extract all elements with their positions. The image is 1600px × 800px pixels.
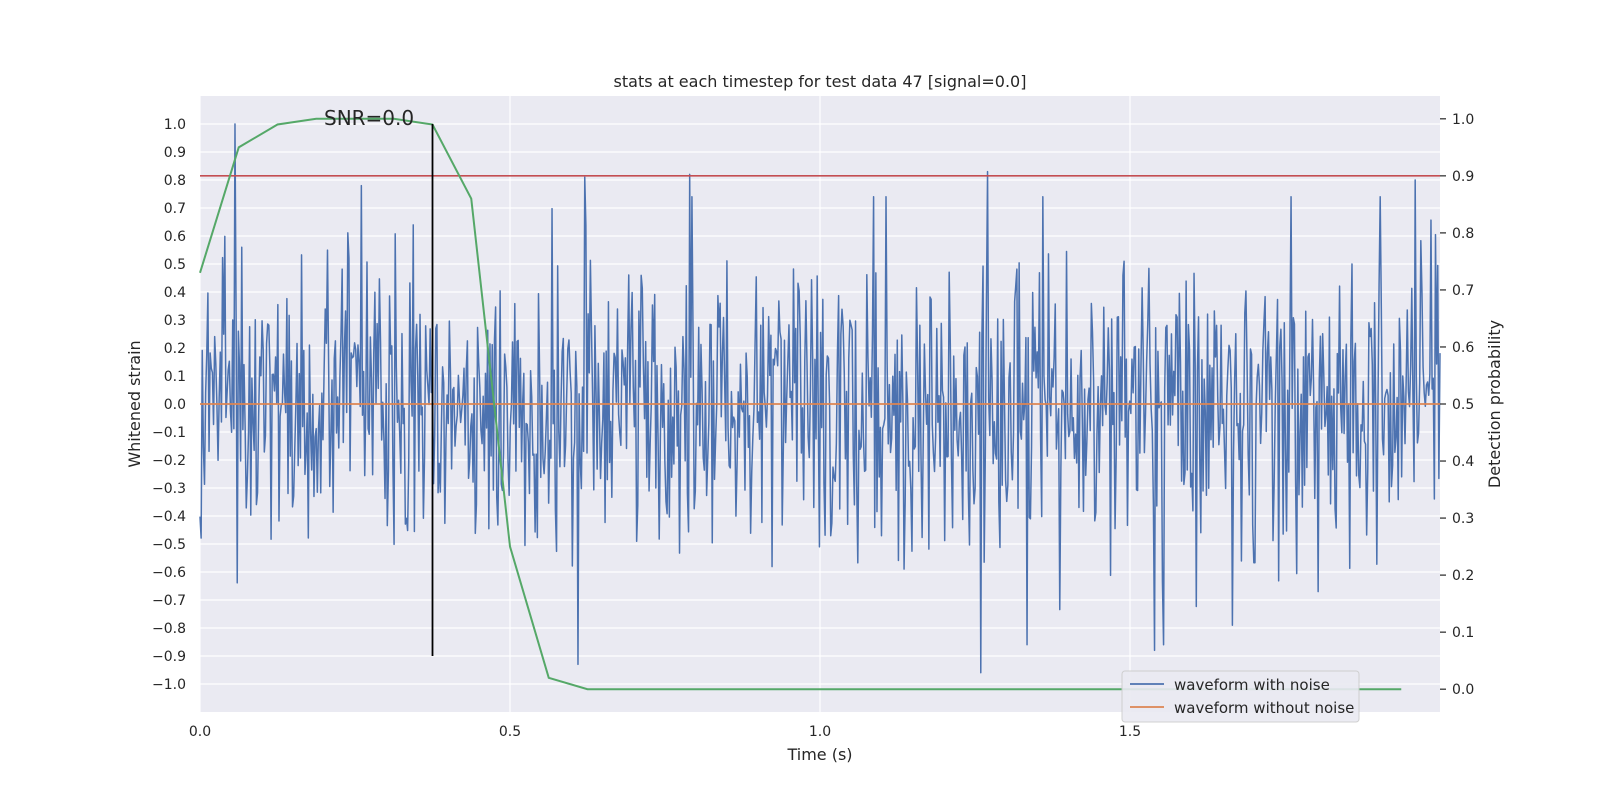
y-left-tick-label-11: −0.1: [152, 425, 186, 441]
series-detection-probability: [199, 117, 1402, 691]
x-tick-label-2: 1.0: [809, 724, 831, 740]
y-left-tick-label-5: 0.5: [164, 257, 186, 273]
y-right-tick-label-8: 0.2: [1452, 568, 1474, 584]
legend-box: [1121, 670, 1360, 723]
y-left-tick-label-6: 0.4: [164, 285, 186, 301]
y-right-tick-label-6: 0.4: [1452, 454, 1474, 470]
y-right-tick-label-7: 0.3: [1452, 511, 1474, 527]
y-right-tick-label-5: 0.5: [1452, 397, 1474, 413]
y-left-tick-label-20: −1.0: [152, 677, 186, 693]
y-left-tick-label-8: 0.2: [164, 341, 186, 357]
y-left-tick-label-13: −0.3: [152, 481, 186, 497]
x-tick-label-3: 1.5: [1119, 724, 1141, 740]
chart-title: stats at each timestep for test data 47 …: [614, 72, 1027, 91]
y-left-tick-label-1: 0.9: [164, 145, 186, 161]
right-axis-ticks: 1.0 0.9 0.8 0.7 0.6 0.5 0.4 0.3 0.2 0.1 0.0: [1440, 112, 1474, 698]
legend: waveform with noise waveform without noi…: [1121, 670, 1360, 723]
y-axis-label-left: Whitened strain: [125, 340, 144, 467]
y-left-tick-label-14: −0.4: [152, 509, 186, 525]
snr-annotation: SNR=0.0: [324, 106, 414, 130]
y-left-tick-label-7: 0.3: [164, 313, 186, 329]
y-right-tick-label-10: 0.0: [1452, 682, 1474, 698]
x-axis-ticks: 0.0 0.5 1.0 1.5: [189, 724, 1141, 740]
waveform-with-noise-layer: [199, 123, 1441, 674]
y-left-tick-label-12: −0.2: [152, 453, 186, 469]
series-layer: [199, 117, 1440, 691]
y-right-tick-label-2: 0.8: [1452, 226, 1474, 242]
series-waveform-with-noise: [199, 123, 1441, 674]
y-left-tick-label-16: −0.6: [152, 565, 186, 581]
y-left-tick-label-9: 0.1: [164, 369, 186, 385]
y-left-tick-label-19: −0.9: [152, 649, 186, 665]
y-right-tick-label-4: 0.6: [1452, 340, 1474, 356]
legend-label-waveform-without-noise: waveform without noise: [1174, 699, 1354, 717]
x-tick-label-1: 0.5: [499, 724, 521, 740]
y-left-tick-label-3: 0.7: [164, 201, 186, 217]
y-right-tick-label-3: 0.7: [1452, 283, 1474, 299]
x-tick-label-0: 0.0: [189, 724, 211, 740]
y-left-tick-label-17: −0.7: [152, 593, 186, 609]
left-axis-ticks: 1.0 0.9 0.8 0.7 0.6 0.5 0.4 0.3 0.2 0.1 0.0 −0.1 −0.…: [152, 117, 186, 693]
y-axis-label-right: Detection probability: [1485, 320, 1504, 488]
y-left-tick-label-0: 1.0: [164, 117, 186, 133]
y-left-tick-label-2: 0.8: [164, 173, 186, 189]
legend-label-waveform-with-noise: waveform with noise: [1174, 676, 1330, 694]
y-right-tick-label-9: 0.1: [1452, 625, 1474, 641]
y-left-tick-label-15: −0.5: [152, 537, 186, 553]
y-left-tick-label-18: −0.8: [152, 621, 186, 637]
y-right-tick-label-0: 1.0: [1452, 112, 1474, 128]
y-right-tick-label-1: 0.9: [1452, 169, 1474, 185]
y-left-tick-label-4: 0.6: [164, 229, 186, 245]
y-left-tick-label-10: 0.0: [164, 397, 186, 413]
x-axis-label: Time (s): [786, 745, 852, 764]
